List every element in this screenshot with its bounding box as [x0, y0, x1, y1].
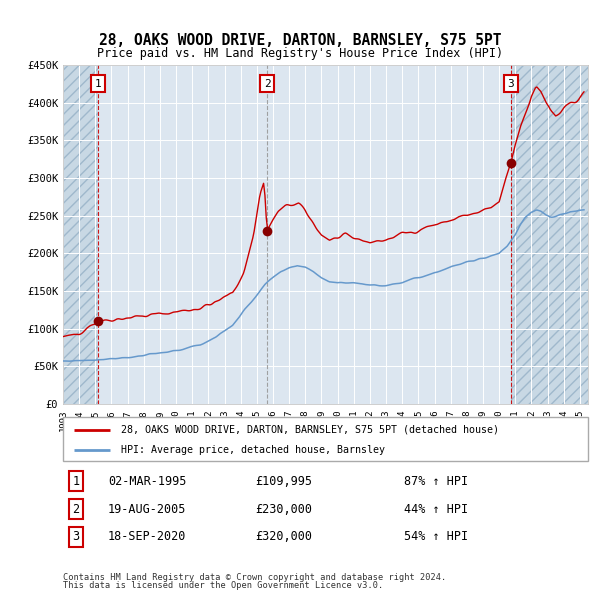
- Text: 1: 1: [73, 475, 80, 488]
- Text: £109,995: £109,995: [255, 475, 312, 488]
- Text: £230,000: £230,000: [255, 503, 312, 516]
- FancyBboxPatch shape: [63, 417, 588, 461]
- Text: 18-SEP-2020: 18-SEP-2020: [108, 530, 186, 543]
- Text: Price paid vs. HM Land Registry's House Price Index (HPI): Price paid vs. HM Land Registry's House …: [97, 47, 503, 60]
- Text: This data is licensed under the Open Government Licence v3.0.: This data is licensed under the Open Gov…: [63, 581, 383, 590]
- Text: 02-MAR-1995: 02-MAR-1995: [108, 475, 186, 488]
- Text: 3: 3: [73, 530, 80, 543]
- Text: 87% ↑ HPI: 87% ↑ HPI: [404, 475, 469, 488]
- Bar: [511, 65, 588, 404]
- Bar: [63, 65, 98, 404]
- Text: 3: 3: [508, 78, 514, 88]
- Text: 19-AUG-2005: 19-AUG-2005: [108, 503, 186, 516]
- Text: 28, OAKS WOOD DRIVE, DARTON, BARNSLEY, S75 5PT: 28, OAKS WOOD DRIVE, DARTON, BARNSLEY, S…: [99, 32, 501, 48]
- Text: 2: 2: [263, 78, 271, 88]
- Text: HPI: Average price, detached house, Barnsley: HPI: Average price, detached house, Barn…: [121, 445, 385, 455]
- Text: 44% ↑ HPI: 44% ↑ HPI: [404, 503, 469, 516]
- Text: 28, OAKS WOOD DRIVE, DARTON, BARNSLEY, S75 5PT (detached house): 28, OAKS WOOD DRIVE, DARTON, BARNSLEY, S…: [121, 425, 499, 434]
- Bar: [63, 65, 98, 404]
- Text: 54% ↑ HPI: 54% ↑ HPI: [404, 530, 469, 543]
- Text: 2: 2: [73, 503, 80, 516]
- Text: Contains HM Land Registry data © Crown copyright and database right 2024.: Contains HM Land Registry data © Crown c…: [63, 572, 446, 582]
- Bar: [511, 65, 588, 404]
- Text: £320,000: £320,000: [255, 530, 312, 543]
- Text: 1: 1: [95, 78, 101, 88]
